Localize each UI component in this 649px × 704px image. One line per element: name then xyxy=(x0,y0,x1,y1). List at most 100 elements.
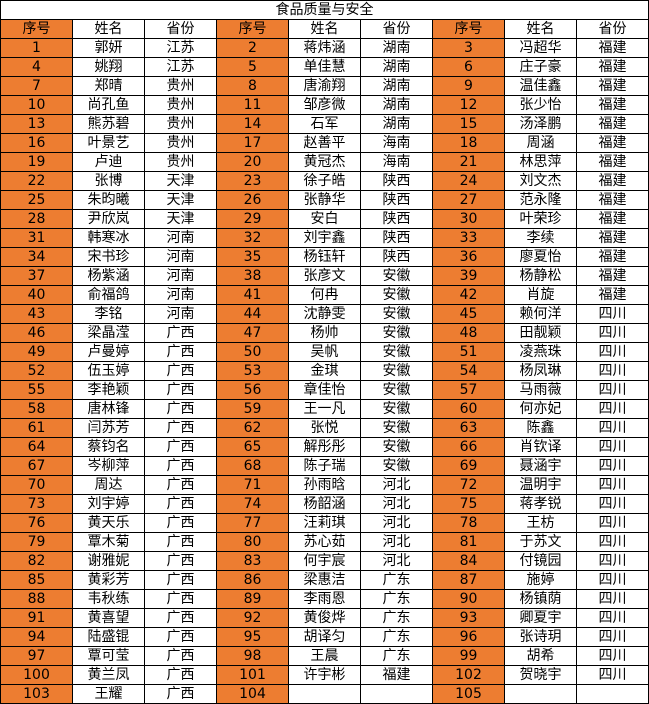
province-cell[interactable]: 福建 xyxy=(576,247,649,267)
name-cell[interactable]: 张博 xyxy=(72,171,145,191)
seq-cell[interactable]: 50 xyxy=(216,342,289,362)
header-name[interactable]: 姓名 xyxy=(504,19,577,39)
name-cell[interactable]: 吴帆 xyxy=(288,342,361,362)
seq-cell[interactable]: 7 xyxy=(0,76,73,96)
seq-cell[interactable]: 32 xyxy=(216,228,289,248)
province-cell[interactable]: 天津 xyxy=(144,190,217,210)
name-cell[interactable]: 梁惠洁 xyxy=(288,570,361,590)
province-cell[interactable]: 四川 xyxy=(576,513,649,533)
seq-cell[interactable]: 75 xyxy=(432,494,505,514)
province-cell[interactable]: 江苏 xyxy=(144,57,217,77)
province-cell[interactable]: 福建 xyxy=(576,285,649,305)
province-cell[interactable]: 广西 xyxy=(144,627,217,647)
seq-cell[interactable]: 89 xyxy=(216,589,289,609)
province-cell[interactable]: 安徽 xyxy=(360,399,433,419)
seq-cell[interactable]: 22 xyxy=(0,171,73,191)
seq-cell[interactable]: 44 xyxy=(216,304,289,324)
seq-cell[interactable]: 42 xyxy=(432,285,505,305)
seq-cell[interactable]: 87 xyxy=(432,570,505,590)
name-cell[interactable]: 唐渝翔 xyxy=(288,76,361,96)
name-cell[interactable]: 温明宇 xyxy=(504,475,577,495)
seq-cell[interactable]: 67 xyxy=(0,456,73,476)
province-cell[interactable]: 安徽 xyxy=(360,266,433,286)
seq-cell[interactable]: 59 xyxy=(216,399,289,419)
seq-cell[interactable]: 15 xyxy=(432,114,505,134)
seq-cell[interactable]: 29 xyxy=(216,209,289,229)
province-cell[interactable]: 河南 xyxy=(144,304,217,324)
seq-cell[interactable]: 70 xyxy=(0,475,73,495)
province-cell[interactable]: 河南 xyxy=(144,285,217,305)
seq-cell[interactable]: 92 xyxy=(216,608,289,628)
name-cell[interactable]: 苏心茹 xyxy=(288,532,361,552)
province-cell[interactable]: 福建 xyxy=(576,133,649,153)
name-cell[interactable]: 蒋孝锐 xyxy=(504,494,577,514)
province-cell[interactable]: 广西 xyxy=(144,475,217,495)
province-cell[interactable]: 安徽 xyxy=(360,304,433,324)
province-cell[interactable]: 广东 xyxy=(360,589,433,609)
seq-cell[interactable]: 14 xyxy=(216,114,289,134)
province-cell[interactable]: 广西 xyxy=(144,532,217,552)
province-cell[interactable]: 广西 xyxy=(144,437,217,457)
name-cell[interactable]: 聂涵宇 xyxy=(504,456,577,476)
name-cell[interactable]: 温佳鑫 xyxy=(504,76,577,96)
seq-cell[interactable]: 37 xyxy=(0,266,73,286)
seq-cell[interactable]: 41 xyxy=(216,285,289,305)
seq-cell[interactable]: 99 xyxy=(432,646,505,666)
name-cell[interactable]: 杨镇荫 xyxy=(504,589,577,609)
header-seq[interactable]: 序号 xyxy=(216,19,289,39)
name-cell[interactable]: 徐子皓 xyxy=(288,171,361,191)
name-cell[interactable]: 赵善平 xyxy=(288,133,361,153)
seq-cell[interactable]: 56 xyxy=(216,380,289,400)
name-cell[interactable]: 陈子瑞 xyxy=(288,456,361,476)
province-cell[interactable]: 广西 xyxy=(144,494,217,514)
province-cell[interactable]: 福建 xyxy=(576,228,649,248)
seq-cell[interactable]: 19 xyxy=(0,152,73,172)
name-cell[interactable]: 郑晴 xyxy=(72,76,145,96)
seq-cell[interactable]: 63 xyxy=(432,418,505,438)
name-cell[interactable]: 胡译匀 xyxy=(288,627,361,647)
name-cell[interactable]: 李铭 xyxy=(72,304,145,324)
province-cell[interactable]: 四川 xyxy=(576,475,649,495)
province-cell[interactable] xyxy=(360,684,433,704)
name-cell[interactable]: 黄冠杰 xyxy=(288,152,361,172)
province-cell[interactable]: 广西 xyxy=(144,399,217,419)
seq-cell[interactable]: 17 xyxy=(216,133,289,153)
province-cell[interactable]: 四川 xyxy=(576,361,649,381)
seq-cell[interactable]: 85 xyxy=(0,570,73,590)
seq-cell[interactable]: 57 xyxy=(432,380,505,400)
seq-cell[interactable]: 1 xyxy=(0,38,73,58)
province-cell[interactable]: 广东 xyxy=(360,627,433,647)
province-cell[interactable]: 福建 xyxy=(576,152,649,172)
province-cell[interactable]: 四川 xyxy=(576,304,649,324)
province-cell[interactable]: 福建 xyxy=(576,209,649,229)
name-cell[interactable]: 杨凤琳 xyxy=(504,361,577,381)
seq-cell[interactable]: 46 xyxy=(0,323,73,343)
seq-cell[interactable]: 11 xyxy=(216,95,289,115)
name-cell[interactable]: 李雨恩 xyxy=(288,589,361,609)
seq-cell[interactable]: 20 xyxy=(216,152,289,172)
seq-cell[interactable]: 45 xyxy=(432,304,505,324)
seq-cell[interactable]: 21 xyxy=(432,152,505,172)
seq-cell[interactable]: 74 xyxy=(216,494,289,514)
province-cell[interactable]: 贵州 xyxy=(144,114,217,134)
province-cell[interactable]: 四川 xyxy=(576,570,649,590)
name-cell[interactable]: 胡希 xyxy=(504,646,577,666)
name-cell[interactable]: 陆盛锟 xyxy=(72,627,145,647)
header-name[interactable]: 姓名 xyxy=(72,19,145,39)
seq-cell[interactable]: 9 xyxy=(432,76,505,96)
seq-cell[interactable]: 71 xyxy=(216,475,289,495)
seq-cell[interactable]: 97 xyxy=(0,646,73,666)
name-cell[interactable]: 赖何洋 xyxy=(504,304,577,324)
province-cell[interactable]: 福建 xyxy=(576,171,649,191)
province-cell[interactable]: 安徽 xyxy=(360,342,433,362)
name-cell[interactable]: 杨紫涵 xyxy=(72,266,145,286)
name-cell[interactable]: 宋书珍 xyxy=(72,247,145,267)
province-cell[interactable]: 广东 xyxy=(360,646,433,666)
seq-cell[interactable]: 83 xyxy=(216,551,289,571)
seq-cell[interactable]: 86 xyxy=(216,570,289,590)
name-cell[interactable]: 陈鑫 xyxy=(504,418,577,438)
name-cell[interactable]: 蒋炜涵 xyxy=(288,38,361,58)
province-cell[interactable]: 安徽 xyxy=(360,437,433,457)
province-cell[interactable]: 陕西 xyxy=(360,209,433,229)
seq-cell[interactable]: 101 xyxy=(216,665,289,685)
